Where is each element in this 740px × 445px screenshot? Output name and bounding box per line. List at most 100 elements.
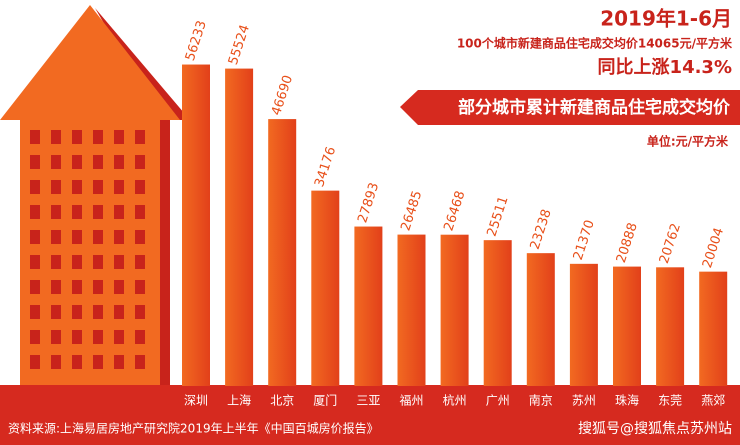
bar — [483, 240, 512, 386]
window — [114, 155, 124, 169]
bar — [699, 271, 728, 386]
window — [93, 155, 103, 169]
value-label: 27893 — [355, 181, 382, 225]
bar — [613, 266, 641, 386]
window — [135, 305, 145, 319]
window — [114, 255, 124, 269]
banner-text: 部分城市累计新建商品住宅成交均价 — [458, 97, 731, 118]
window — [30, 130, 40, 144]
window — [30, 355, 40, 369]
window — [135, 255, 145, 269]
x-tick-label: 杭州 — [443, 393, 467, 408]
window — [114, 230, 124, 244]
value-label: 26468 — [441, 189, 468, 233]
window — [135, 205, 145, 219]
window — [72, 305, 82, 319]
window — [72, 180, 82, 194]
window — [30, 305, 40, 319]
value-label: 56233 — [183, 19, 210, 63]
window — [114, 355, 124, 369]
window — [30, 255, 40, 269]
x-tick-label: 珠海 — [615, 393, 639, 408]
x-tick-label: 苏州 — [572, 394, 596, 408]
window — [51, 305, 61, 319]
window — [135, 330, 145, 344]
window — [93, 330, 103, 344]
value-label: 55524 — [226, 23, 253, 67]
x-tick-label: 厦门 — [313, 393, 337, 408]
x-tick-label: 燕郊 — [701, 394, 725, 408]
title: 2019年1-6月 — [600, 7, 732, 31]
value-label: 34176 — [312, 145, 339, 189]
bar — [569, 263, 598, 386]
window — [30, 180, 40, 194]
window — [114, 280, 124, 294]
x-tick-label: 南京 — [529, 393, 553, 408]
window — [30, 205, 40, 219]
window — [30, 330, 40, 344]
bar — [397, 234, 426, 386]
bar — [268, 119, 297, 386]
highlight: 同比上涨14.3% — [598, 57, 732, 78]
arrow-building — [0, 5, 190, 385]
window — [30, 155, 40, 169]
window — [135, 280, 145, 294]
value-label: 20762 — [657, 222, 684, 266]
x-tick-label: 三亚 — [356, 394, 380, 408]
window — [135, 355, 145, 369]
window — [93, 280, 103, 294]
x-tick-label: 上海 — [227, 393, 251, 408]
window — [51, 130, 61, 144]
window — [135, 180, 145, 194]
x-tick-label: 福州 — [399, 393, 423, 408]
watermark: 搜狐号@搜狐焦点苏州站 — [578, 421, 732, 437]
bar — [311, 190, 340, 386]
window — [135, 130, 145, 144]
x-tick-label: 深圳 — [184, 394, 208, 408]
x-tick-label: 北京 — [270, 394, 294, 408]
window — [93, 205, 103, 219]
window — [135, 155, 145, 169]
unit: 单位:元/平方米 — [647, 134, 729, 149]
bar — [354, 226, 383, 386]
window — [72, 255, 82, 269]
window — [72, 130, 82, 144]
value-label: 23238 — [528, 208, 555, 252]
subtitle: 100个城市新建商品住宅成交均价14065元/平方米 — [457, 36, 733, 51]
window — [51, 330, 61, 344]
window — [114, 205, 124, 219]
bar — [526, 253, 555, 386]
window — [51, 280, 61, 294]
x-tick-label: 东莞 — [658, 394, 682, 408]
window — [93, 180, 103, 194]
window — [93, 305, 103, 319]
window — [30, 230, 40, 244]
value-label: 25511 — [485, 195, 512, 239]
window — [72, 330, 82, 344]
window — [51, 180, 61, 194]
window — [72, 280, 82, 294]
window — [93, 130, 103, 144]
value-label: 20004 — [700, 226, 727, 270]
window — [135, 230, 145, 244]
window — [72, 205, 82, 219]
window — [51, 230, 61, 244]
banner-shape — [400, 90, 740, 125]
window — [72, 155, 82, 169]
window — [30, 280, 40, 294]
x-tick-label: 广州 — [486, 394, 510, 408]
window — [114, 130, 124, 144]
window — [93, 255, 103, 269]
window — [114, 180, 124, 194]
value-label: 26485 — [398, 189, 425, 233]
bar — [182, 64, 210, 387]
window — [72, 355, 82, 369]
window — [72, 230, 82, 244]
source: 资料来源:上海易居房地产研究院2019年上半年《中国百城房价报告》 — [8, 421, 379, 436]
window — [51, 155, 61, 169]
bar — [440, 234, 469, 386]
window — [93, 355, 103, 369]
value-label: 46690 — [269, 73, 296, 117]
window — [51, 355, 61, 369]
